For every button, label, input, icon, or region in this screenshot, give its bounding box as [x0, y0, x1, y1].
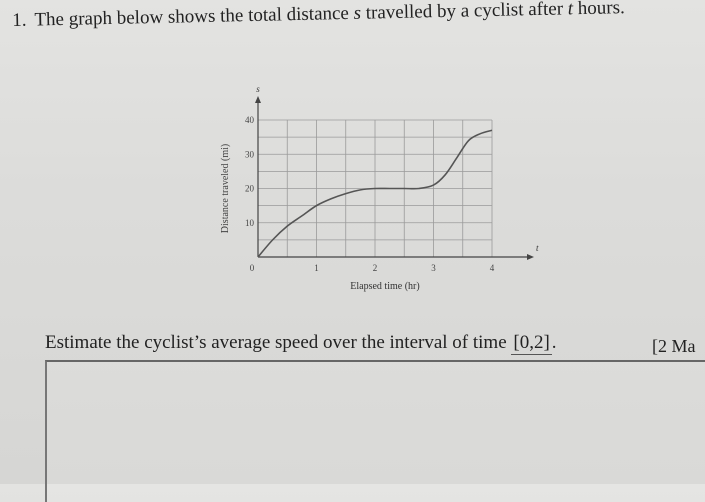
marks-label: [2 Ma	[652, 336, 696, 356]
y-axis-label: Distance traveled (mi)	[220, 144, 231, 233]
x-tick-label: 4	[490, 263, 495, 273]
question-number: 1.	[12, 9, 27, 31]
question-text-3: hours.	[572, 0, 626, 20]
distance-curve	[257, 129, 493, 258]
x-tick-label: 1	[314, 263, 319, 273]
y-tick-label: 10	[245, 218, 255, 228]
y-axis-arrow	[255, 96, 261, 103]
x-axis-arrow	[527, 254, 534, 260]
x-axis-variable: t	[536, 243, 539, 253]
x-tick-label: 3	[431, 263, 436, 273]
distance-time-graph: 0 1 2 3 4 10 20 30 40 Distance traveled (mi) Ela…	[220, 85, 539, 292]
y-tick-label: 20	[245, 184, 255, 194]
interval: [0,2]	[511, 332, 552, 355]
tick-labels: 0 1 2 3 4 10 20 30 40	[245, 115, 495, 273]
question-text-1: The graph below shows the total distance	[34, 2, 354, 31]
question-line: 1. The graph below shows the total distan…	[12, 0, 625, 32]
x-tick-label: 0	[250, 263, 255, 273]
prompt-end: .	[551, 332, 557, 353]
axes	[255, 96, 534, 260]
question-text-2: travelled by a cyclist after	[360, 0, 569, 24]
y-tick-label: 30	[245, 149, 255, 159]
prompt-text: Estimate the cyclist’s average speed ove…	[45, 332, 512, 353]
y-tick-label: 40	[245, 115, 255, 125]
y-axis-variable: s	[256, 85, 260, 94]
prompt-line: Estimate the cyclist’s average speed ove…	[45, 332, 557, 355]
x-axis-label: Elapsed time (hr)	[350, 281, 419, 292]
x-tick-label: 2	[373, 263, 378, 273]
answer-box[interactable]	[45, 360, 705, 502]
